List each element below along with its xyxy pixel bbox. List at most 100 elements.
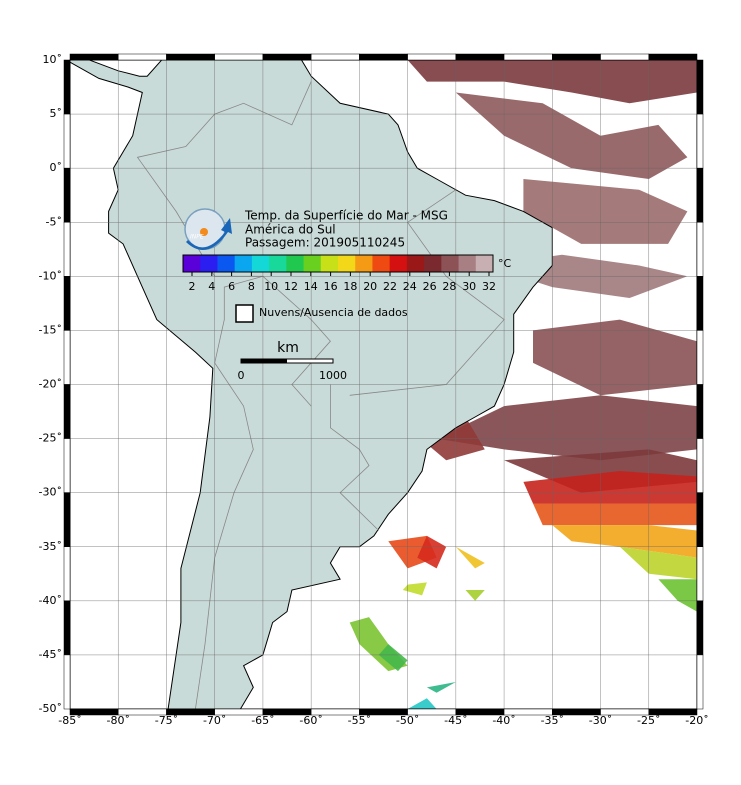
colorbar-cell bbox=[424, 255, 442, 272]
lon-label: -40˚ bbox=[492, 714, 515, 727]
colorbar-label: 10 bbox=[264, 280, 278, 293]
colorbar-label: 12 bbox=[284, 280, 298, 293]
lat-label: -10˚ bbox=[39, 269, 62, 282]
sst-patch bbox=[523, 179, 688, 244]
colorbar-label: 20 bbox=[363, 280, 377, 293]
frame-band bbox=[63, 113, 71, 169]
frame-band bbox=[600, 53, 650, 61]
frame-band bbox=[214, 708, 264, 716]
lat-label: -50˚ bbox=[39, 702, 62, 715]
colorbar-label: 14 bbox=[304, 280, 318, 293]
frame-band bbox=[63, 167, 71, 223]
sst-patch bbox=[552, 525, 697, 558]
frame-band bbox=[63, 438, 71, 493]
colorbar-cell bbox=[441, 255, 460, 272]
sst-patch bbox=[378, 644, 408, 672]
colorbar-frame bbox=[182, 254, 494, 273]
colorbar-cell bbox=[200, 255, 218, 272]
frame-band bbox=[262, 708, 312, 716]
frame-band bbox=[63, 654, 71, 710]
frame-band bbox=[696, 222, 704, 277]
colorbar-cell bbox=[320, 255, 339, 272]
frame-band bbox=[503, 708, 553, 716]
frame-band bbox=[117, 708, 167, 716]
sst-patch bbox=[417, 535, 447, 569]
frame-band bbox=[63, 276, 71, 331]
colorbar-label: 26 bbox=[423, 280, 437, 293]
frame-band bbox=[552, 708, 601, 716]
lat-label: -5˚ bbox=[46, 215, 62, 228]
sst-patch bbox=[533, 503, 697, 526]
frame-band bbox=[696, 600, 704, 656]
colorbar-cell bbox=[338, 255, 356, 272]
lat-label: 5˚ bbox=[50, 107, 63, 120]
title-line: Temp. da Superfície do Mar - MSG bbox=[244, 209, 448, 223]
legend-box bbox=[235, 304, 254, 323]
frame-band bbox=[359, 708, 408, 716]
colorbar-cell bbox=[286, 255, 305, 272]
lon-label: -45˚ bbox=[444, 714, 467, 727]
sst-patch bbox=[619, 546, 697, 580]
sst-patch bbox=[455, 546, 485, 569]
lon-label: -85˚ bbox=[58, 714, 81, 727]
frame-band bbox=[166, 53, 215, 61]
frame-band bbox=[696, 59, 704, 115]
colorbar-label: 28 bbox=[442, 280, 456, 293]
sst-patch bbox=[455, 92, 688, 179]
logo-dot bbox=[200, 228, 208, 236]
frame-band bbox=[310, 53, 360, 61]
colorbar-label: 8 bbox=[248, 280, 255, 293]
frame-band bbox=[503, 53, 553, 61]
frame-band bbox=[455, 708, 505, 716]
frame-band bbox=[552, 53, 601, 61]
frame-band bbox=[696, 492, 704, 547]
frame-band bbox=[63, 59, 71, 115]
sst-patch bbox=[533, 319, 697, 396]
frame-band bbox=[696, 438, 704, 493]
lat-label: -20˚ bbox=[39, 378, 62, 391]
frame-band bbox=[63, 492, 71, 547]
frame-band bbox=[69, 708, 119, 716]
colorbar-label: 30 bbox=[462, 280, 476, 293]
colorbar-label: 4 bbox=[208, 280, 215, 293]
sst-patch bbox=[523, 471, 697, 504]
frame-band bbox=[696, 546, 704, 602]
border bbox=[330, 384, 379, 531]
frame-band bbox=[63, 330, 71, 385]
frame-band bbox=[696, 276, 704, 331]
lat-label: -30˚ bbox=[39, 486, 62, 499]
colorbar-label: 22 bbox=[383, 280, 397, 293]
colorbar-cell bbox=[303, 255, 322, 272]
frame-band bbox=[359, 53, 408, 61]
frame-band bbox=[696, 167, 704, 223]
frame-band bbox=[455, 53, 505, 61]
lon-label: -80˚ bbox=[106, 714, 129, 727]
colorbar-cell bbox=[234, 255, 253, 272]
frame-band bbox=[696, 384, 704, 439]
sst-patch bbox=[402, 582, 427, 596]
lon-label: -35˚ bbox=[541, 714, 564, 727]
colorbar-cell bbox=[355, 255, 373, 272]
lat-label: -15˚ bbox=[39, 323, 62, 336]
scale-start: 0 bbox=[238, 369, 245, 382]
logo-text: INPE bbox=[190, 234, 204, 241]
sst-patch bbox=[658, 579, 697, 612]
lon-label: -75˚ bbox=[155, 714, 178, 727]
border bbox=[349, 189, 505, 396]
colorbar-label: 2 bbox=[189, 280, 196, 293]
frame-band bbox=[117, 53, 167, 61]
scale-end: 1000 bbox=[319, 369, 347, 382]
colorbar-label: 24 bbox=[403, 280, 417, 293]
lon-label: -30˚ bbox=[589, 714, 612, 727]
frame-band bbox=[648, 708, 698, 716]
frame-band bbox=[600, 708, 650, 716]
lat-label: 10˚ bbox=[43, 53, 63, 66]
lon-label: -55˚ bbox=[348, 714, 371, 727]
lon-label: -25˚ bbox=[637, 714, 660, 727]
colorbar-cell bbox=[372, 255, 391, 272]
lon-label: -70˚ bbox=[203, 714, 226, 727]
colorbar-cell bbox=[389, 255, 408, 272]
frame-band bbox=[407, 53, 457, 61]
colorbar-cell bbox=[475, 255, 494, 272]
